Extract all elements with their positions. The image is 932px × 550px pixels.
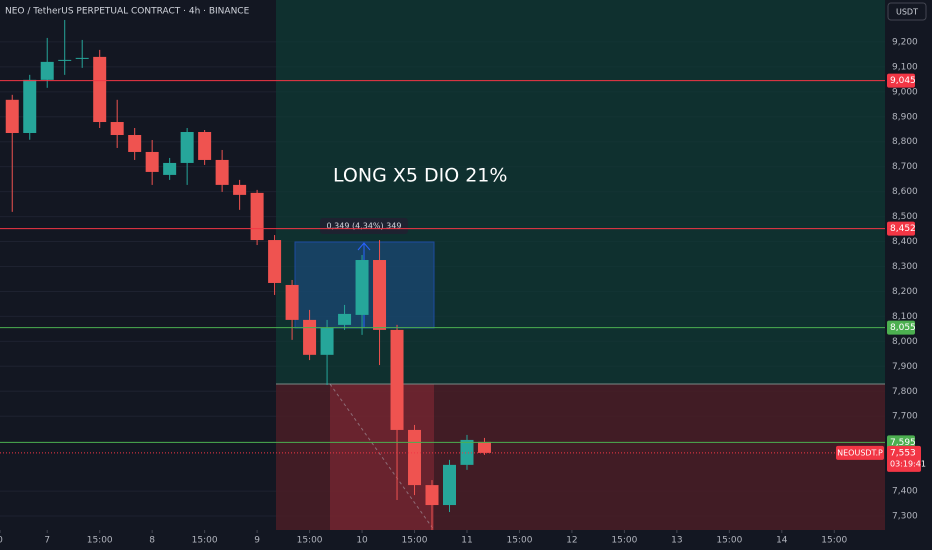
y-tick-label: 8,900 [892,112,918,122]
candle-body [425,485,439,506]
time-axis [0,530,885,550]
candle-body [75,57,89,59]
y-tick-label: 8,600 [892,187,918,197]
y-tick-label: 7,900 [892,362,918,372]
y-tick-label: 9,200 [892,37,918,47]
candle-body [477,441,491,453]
y-tick-label: 9,100 [892,62,918,72]
candle-body [58,59,72,61]
candle-body [303,319,317,355]
level-tag [887,221,915,236]
candle-body [338,313,352,325]
candle-body [163,162,177,175]
candle-body [145,151,159,172]
x-tick-label: 8 [149,536,155,546]
candle-body [268,240,282,283]
chart-title: NEO / TetherUS PERPETUAL CONTRACT · 4h ·… [5,7,250,17]
y-tick-label: 7,800 [892,387,918,397]
candle-body [215,159,229,185]
x-tick-label: 9 [254,536,260,546]
symbol-tag [836,445,884,460]
y-tick-label: 8,100 [892,312,918,322]
candle-body [198,132,212,160]
level-label: 9,045 [890,76,916,86]
level-tag [887,73,915,88]
x-tick-label: 15:00 [87,536,113,546]
y-tick-label: 9,000 [892,87,918,97]
candle-body [285,284,299,320]
x-tick-label: 10 [356,536,368,546]
y-tick-label: 8,800 [892,137,918,147]
candle-body [373,260,387,330]
currency[interactable]: USDT [896,8,918,17]
candle-body [250,192,264,241]
candle-body [355,260,369,315]
y-tick-label: 8,400 [892,237,918,247]
symbol-label: NEOUSDT.P [837,448,883,457]
candle-body [233,184,247,195]
x-tick-label: 15:00 [402,536,428,546]
x-tick-label: 13 [671,536,682,546]
x-tick-label: 15:00 [716,536,742,546]
measure-label: 0,349 (4,34%) 349 [327,222,402,231]
x-tick-label: 15:00 [297,536,323,546]
candle-body [128,134,142,152]
x-tick-label: 15:00 [506,536,532,546]
level-label: 8,055 [890,323,916,333]
y-tick-label: 7,300 [892,512,918,522]
x-tick-label: 11 [461,536,472,546]
y-tick-label: 8,200 [892,287,918,297]
candle-body [390,329,404,430]
measure-label-box [320,218,408,234]
y-tick-label: 8,300 [892,262,918,272]
last-price-tag [887,445,921,472]
candle-body [442,464,456,506]
last-price-label: 7,553 [890,448,916,458]
candle-body [320,327,334,355]
candle-body [408,429,422,486]
x-tick-label: 12 [566,536,577,546]
annotation: LONG X5 DIO 21% [333,165,507,187]
candle-body [40,61,54,80]
candle-body [5,99,19,133]
candle-body [23,79,37,133]
y-tick-label: 8,000 [892,337,918,347]
x-tick-label: 14 [776,536,788,546]
x-tick-label: 15:00 [821,536,847,546]
candle-body [460,439,474,465]
y-tick-label: 8,500 [892,212,918,222]
candle-body [180,132,194,163]
candle-body [93,56,107,123]
y-tick-label: 7,400 [892,487,918,497]
level-label: 8,452 [890,224,916,234]
y-tick-label: 7,700 [892,412,918,422]
level-tag [887,320,915,335]
countdown: 03:19:41 [890,459,926,468]
level-label: 7,595 [890,438,916,448]
x-tick-label: 15:00 [192,536,218,546]
x-tick-label: 0 [0,536,3,546]
candle-body [110,122,124,135]
x-tick-label: 15:00 [611,536,637,546]
currency-button[interactable] [887,2,927,21]
measure-arrow-head [357,242,371,251]
x-tick-label: 7 [44,536,50,546]
y-tick-label: 8,700 [892,162,918,172]
